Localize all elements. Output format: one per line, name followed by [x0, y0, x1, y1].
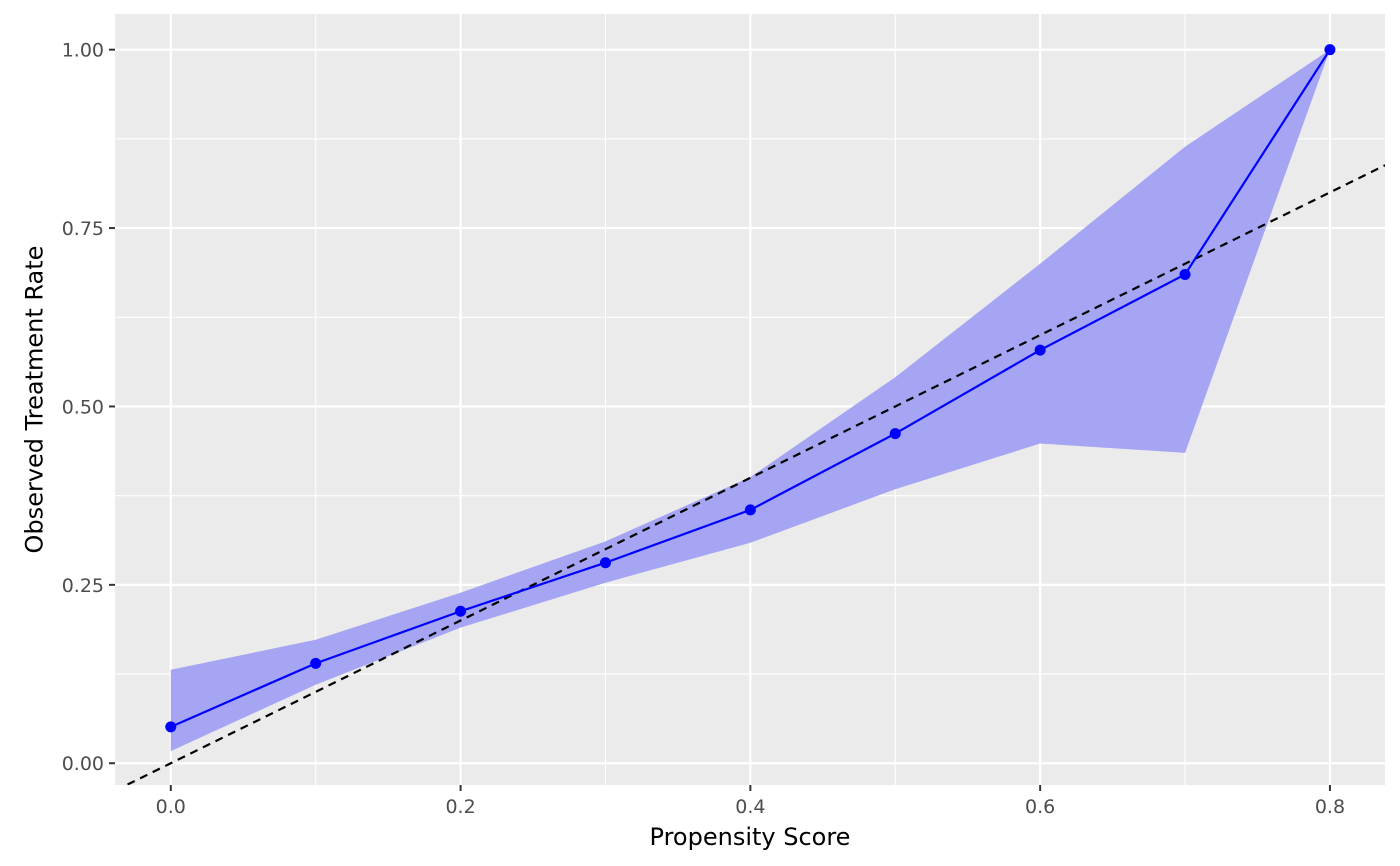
major-gridlines — [115, 14, 1385, 785]
data-point — [599, 557, 611, 569]
data-point — [1324, 44, 1336, 56]
data-point — [1034, 344, 1046, 356]
data-point — [310, 657, 322, 669]
y-tick-label: 0.00 — [62, 753, 104, 775]
y-tick-label: 1.00 — [62, 40, 104, 62]
data-point — [455, 605, 467, 617]
x-axis-title: Propensity Score — [650, 823, 851, 851]
x-tick-label: 0.6 — [1025, 796, 1055, 818]
y-axis-title: Observed Treatment Rate — [20, 246, 48, 554]
x-tick-label: 0.2 — [445, 796, 475, 818]
y-tick-label: 0.50 — [62, 396, 104, 418]
x-tick-label: 0.4 — [735, 796, 765, 818]
y-tick-label: 0.25 — [62, 575, 104, 597]
data-marks — [124, 44, 1385, 785]
data-point — [165, 721, 177, 733]
y-tick-label: 0.75 — [62, 218, 104, 240]
data-point — [1179, 268, 1191, 280]
reference-line — [124, 164, 1385, 785]
axes: 0.0 0.2 0.4 0.6 0.8 0.00 0.25 0.50 0.75 1.00 — [62, 40, 1345, 818]
x-tick-label: 0.0 — [156, 796, 186, 818]
confidence-band — [170, 49, 1330, 752]
data-point — [889, 428, 901, 440]
x-tick-label: 0.8 — [1315, 796, 1345, 818]
data-point — [744, 504, 756, 516]
